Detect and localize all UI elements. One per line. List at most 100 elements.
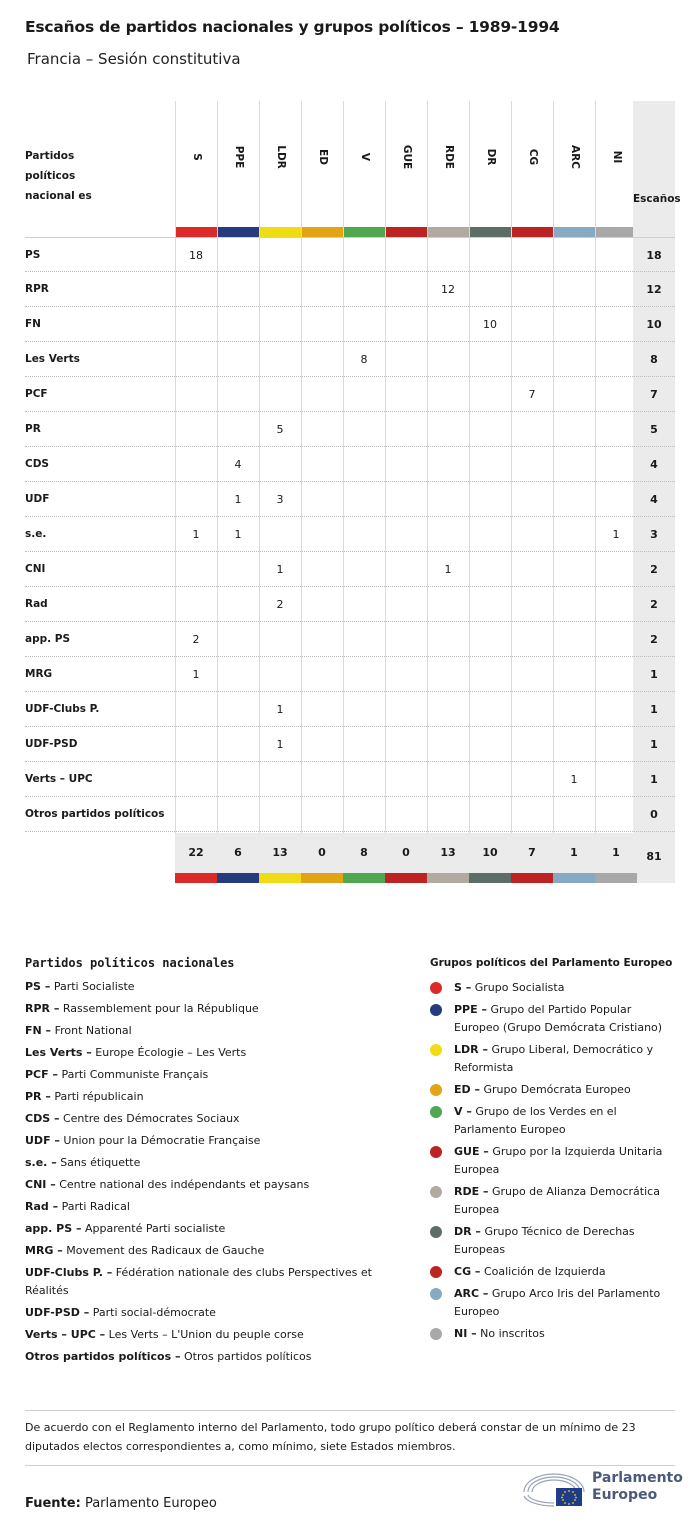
party-legend-abbr: CNI – [25, 1178, 56, 1191]
party-legend-name: Sans étiquette [60, 1156, 141, 1169]
seat-cell: 1 [192, 668, 200, 681]
group-color-bar-bottom [427, 873, 469, 883]
row-total: 2 [650, 563, 658, 576]
party-legend-abbr: app. PS – [25, 1222, 82, 1235]
group-code: S [191, 153, 203, 161]
group-total: 13 [272, 846, 288, 859]
group-legend-name: Grupo Demócrata Europeo [483, 1083, 631, 1096]
parliament-hemicycle-icon [523, 1473, 585, 1507]
group-column-header: DR [470, 131, 512, 211]
group-code: NI [611, 150, 623, 164]
party-name: Verts – UPC [25, 773, 93, 785]
party-legend-item: Les Verts – Europe Écologie – Les Verts [25, 1044, 405, 1062]
party-legend-abbr: RPR – [25, 1002, 60, 1015]
row-total: 3 [650, 528, 658, 541]
row-total: 1 [650, 668, 658, 681]
group-color-dot-icon [430, 1106, 442, 1118]
group-color-bar-bottom [259, 873, 301, 883]
party-legend-name: Europe Écologie – Les Verts [95, 1046, 247, 1059]
party-legend-abbr: s.e. – [25, 1156, 57, 1169]
party-legend-abbr: MRG – [25, 1244, 63, 1257]
table-row: Les Verts 8 8 [25, 342, 675, 377]
party-name: s.e. [25, 528, 47, 540]
party-legend-name: Parti républicain [54, 1090, 144, 1103]
party-legend-name: Front National [54, 1024, 132, 1037]
party-name: CDS [25, 458, 49, 470]
row-total: 2 [650, 598, 658, 611]
table-row: RPR 12 12 [25, 272, 675, 307]
party-legend-name: Movement des Radicaux de Gauche [66, 1244, 265, 1257]
total-column: Escaños [633, 101, 681, 883]
party-legend: Partidos políticos nacionales PS – Parti… [25, 956, 405, 1370]
group-code: CG [527, 148, 539, 166]
party-legend-abbr: PS – [25, 980, 51, 993]
table-row: CNI 1 1 2 [25, 552, 675, 587]
party-legend-abbr: Les Verts – [25, 1046, 92, 1059]
parliament-logo: Parlamento Europeo [520, 1470, 683, 1512]
row-total: 4 [650, 493, 658, 506]
group-legend-abbr: ED – [454, 1083, 480, 1096]
group-code: PPE [233, 145, 245, 169]
group-total: 6 [234, 846, 242, 859]
table-row: PS 18 18 [25, 237, 675, 272]
group-color-bar [344, 227, 386, 237]
table-row: Rad 2 2 [25, 587, 675, 622]
group-legend-abbr: NI – [454, 1327, 477, 1340]
group-legend-item: LDR – Grupo Liberal, Democrático y Refor… [430, 1041, 675, 1077]
group-color-bar [470, 227, 512, 237]
party-legend-abbr: UDF-Clubs P. – [25, 1266, 113, 1279]
party-name: app. PS [25, 633, 71, 645]
group-color-dot-icon [430, 1084, 442, 1096]
group-total: 10 [482, 846, 498, 859]
group-legend-item: NI – No inscritos [430, 1325, 675, 1343]
group-code: RDE [443, 145, 455, 169]
group-color-bar [554, 227, 596, 237]
seat-cell: 4 [234, 458, 242, 471]
group-column: PPE [217, 101, 260, 883]
seat-cell: 1 [276, 703, 284, 716]
group-color-dot-icon [430, 1004, 442, 1016]
group-color-dot-icon [430, 1328, 442, 1340]
party-name: Rad [25, 598, 48, 610]
seat-cell: 1 [192, 528, 200, 541]
party-name: PR [25, 423, 41, 435]
row-total: 1 [650, 738, 658, 751]
row-total: 7 [650, 388, 658, 401]
rules-note: De acuerdo con el Reglamento interno del… [25, 1410, 675, 1466]
row-total: 4 [650, 458, 658, 471]
group-total: 13 [440, 846, 456, 859]
party-legend-item: UDF-Clubs P. – Fédération nationale des … [25, 1264, 405, 1300]
row-total: 5 [650, 423, 658, 436]
seat-cell: 1 [234, 493, 242, 506]
party-name: PS [25, 249, 41, 261]
logo-text: Parlamento Europeo [592, 1470, 683, 1504]
group-total: 1 [570, 846, 578, 859]
party-legend-abbr: Rad – [25, 1200, 59, 1213]
party-legend-item: UDF-PSD – Parti social-démocrate [25, 1304, 405, 1322]
party-legend-item: CNI – Centre national des indépendants e… [25, 1176, 405, 1194]
group-legend-abbr: LDR – [454, 1043, 488, 1056]
group-legend-name: Coalición de Izquierda [483, 1265, 606, 1278]
group-column-header: ARC [554, 131, 596, 211]
group-color-bar-bottom [343, 873, 385, 883]
group-color-bar-bottom [511, 873, 553, 883]
group-legend-item: PPE – Grupo del Partido Popular Europeo … [430, 1001, 675, 1037]
row-total: 10 [646, 318, 662, 331]
group-color-dot-icon [430, 1266, 442, 1278]
row-total: 8 [650, 353, 658, 366]
table-row: PCF 7 7 [25, 377, 675, 412]
party-name: RPR [25, 283, 49, 295]
party-legend-item: app. PS – Apparenté Parti socialiste [25, 1220, 405, 1238]
page-subtitle: Francia – Sesión constitutiva [27, 50, 241, 68]
group-color-dot-icon [430, 1146, 442, 1158]
seat-cell: 18 [189, 249, 203, 262]
party-name: Otros partidos políticos [25, 808, 165, 820]
seat-cell: 1 [570, 773, 578, 786]
group-color-bar-bottom [175, 873, 217, 883]
group-color-bar [302, 227, 344, 237]
group-code: GUE [401, 144, 413, 170]
group-column-header: PPE [218, 131, 260, 211]
group-column-header: GUE [386, 131, 428, 211]
row-total: 1 [650, 703, 658, 716]
seat-cell: 10 [483, 318, 497, 331]
